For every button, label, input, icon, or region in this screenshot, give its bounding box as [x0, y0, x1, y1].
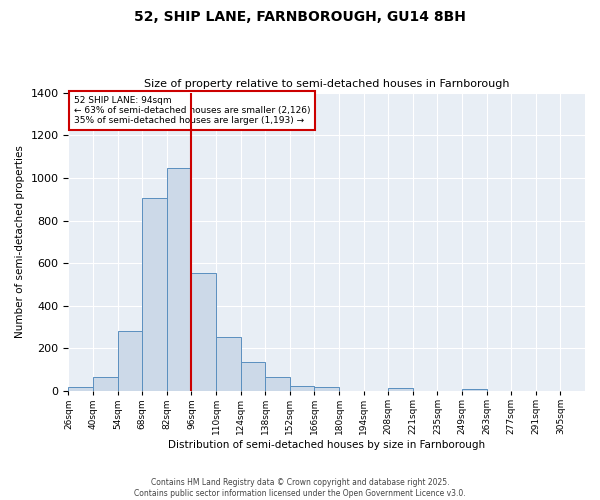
Bar — [241, 362, 265, 391]
Bar — [93, 378, 118, 391]
Bar — [462, 388, 487, 391]
Text: 52, SHIP LANE, FARNBOROUGH, GU14 8BH: 52, SHIP LANE, FARNBOROUGH, GU14 8BH — [134, 10, 466, 24]
Text: 52 SHIP LANE: 94sqm
← 63% of semi-detached houses are smaller (2,126)
35% of sem: 52 SHIP LANE: 94sqm ← 63% of semi-detach… — [74, 96, 310, 126]
Bar — [388, 388, 413, 391]
Bar — [118, 332, 142, 391]
Bar — [167, 168, 191, 391]
Bar — [290, 386, 314, 391]
Y-axis label: Number of semi-detached properties: Number of semi-detached properties — [15, 146, 25, 338]
Bar — [314, 387, 339, 391]
X-axis label: Distribution of semi-detached houses by size in Farnborough: Distribution of semi-detached houses by … — [168, 440, 485, 450]
Bar — [191, 273, 216, 391]
Title: Size of property relative to semi-detached houses in Farnborough: Size of property relative to semi-detach… — [144, 79, 509, 89]
Bar — [265, 378, 290, 391]
Bar — [68, 387, 93, 391]
Text: Contains HM Land Registry data © Crown copyright and database right 2025.
Contai: Contains HM Land Registry data © Crown c… — [134, 478, 466, 498]
Bar — [216, 336, 241, 391]
Bar — [142, 198, 167, 391]
